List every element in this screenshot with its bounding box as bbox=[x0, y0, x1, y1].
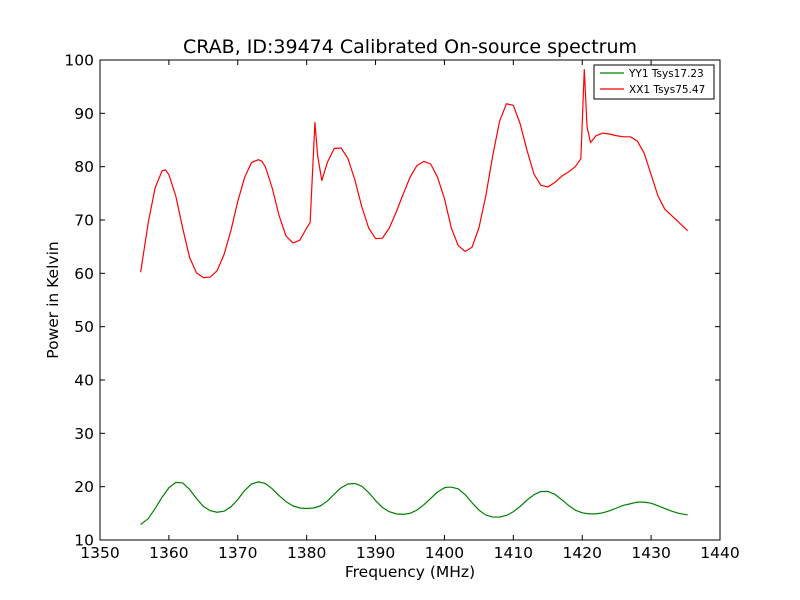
y-tick-label: 50 bbox=[74, 318, 94, 336]
y-tick-label: 60 bbox=[74, 265, 94, 283]
x-tick-label: 1430 bbox=[631, 544, 670, 562]
y-tick-label: 80 bbox=[74, 158, 94, 176]
y-tick-label: 70 bbox=[74, 212, 94, 230]
y-tick-label: 20 bbox=[74, 478, 94, 496]
legend-label-yy1: YY1 Tsys17.23 bbox=[628, 68, 704, 80]
x-axis-label: Frequency (MHz) bbox=[345, 563, 475, 581]
y-tick-label: 90 bbox=[74, 105, 94, 123]
y-tick-label: 100 bbox=[64, 52, 94, 70]
series-line-yy1 bbox=[140, 481, 688, 526]
x-tick-label: 1350 bbox=[80, 544, 119, 562]
legend: YY1 Tsys17.23 XX1 Tsys75.47 bbox=[593, 64, 715, 100]
x-tick-label: 1360 bbox=[149, 544, 188, 562]
y-axis-label: Power in Kelvin bbox=[44, 241, 62, 358]
x-axis: 1350 1360 1370 1380 1390 1400 1410 1420 1430 1440 bbox=[80, 60, 740, 562]
y-tick-label: 40 bbox=[74, 372, 94, 390]
series-layer bbox=[140, 69, 689, 526]
plot-area bbox=[100, 60, 720, 540]
y-axis: 10 20 30 40 50 60 70 80 90 100 bbox=[64, 52, 720, 550]
y-tick-label: 10 bbox=[74, 532, 94, 550]
x-tick-label: 1420 bbox=[562, 544, 601, 562]
x-tick-label: 1380 bbox=[287, 544, 326, 562]
x-tick-label: 1410 bbox=[494, 544, 533, 562]
x-tick-label: 1370 bbox=[218, 544, 257, 562]
legend-box bbox=[593, 64, 715, 100]
chart-title: CRAB, ID:39474 Calibrated On-source spec… bbox=[183, 36, 637, 58]
plot-frame bbox=[99, 59, 721, 541]
series-line-xx1 bbox=[140, 69, 689, 279]
x-tick-label: 1390 bbox=[356, 544, 395, 562]
x-tick-label: 1400 bbox=[425, 544, 464, 562]
legend-label-xx1: XX1 Tsys75.47 bbox=[629, 84, 705, 96]
x-tick-label: 1440 bbox=[700, 544, 739, 562]
y-tick-label: 30 bbox=[74, 425, 94, 443]
